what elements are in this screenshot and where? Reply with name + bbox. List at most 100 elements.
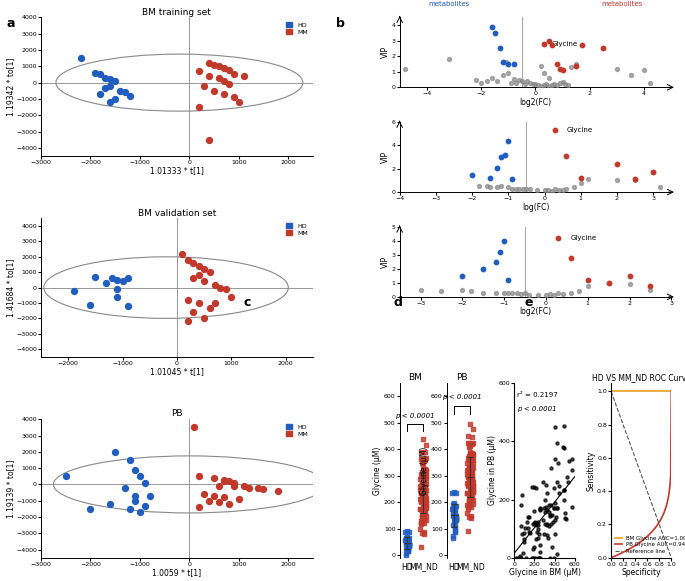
Point	[199, 277, 210, 286]
Point	[530, 518, 540, 527]
Point	[524, 527, 535, 536]
Point	[534, 540, 545, 550]
Point	[419, 501, 430, 510]
Point	[223, 499, 234, 508]
Point	[464, 451, 475, 461]
Point	[403, 539, 414, 548]
Point	[486, 22, 497, 31]
Point	[419, 507, 429, 516]
Point	[519, 528, 530, 537]
Point	[542, 520, 553, 529]
Point	[401, 535, 412, 544]
Point	[495, 44, 506, 53]
Point	[403, 547, 414, 556]
Text: c: c	[243, 296, 251, 309]
Point	[524, 290, 535, 299]
Point	[463, 438, 474, 447]
Point	[466, 465, 477, 474]
Point	[417, 480, 428, 489]
Point	[543, 185, 553, 195]
Point	[418, 502, 429, 511]
Point	[419, 467, 430, 476]
Point	[447, 489, 458, 498]
Point	[624, 279, 635, 289]
Point	[449, 511, 460, 521]
Point	[420, 502, 431, 511]
Point	[419, 496, 429, 505]
Point	[416, 454, 427, 464]
Point	[418, 479, 429, 489]
Title: PB: PB	[456, 374, 468, 382]
Point	[549, 503, 560, 512]
Point	[420, 470, 431, 479]
Point	[416, 486, 427, 495]
Point	[436, 286, 447, 296]
Point	[467, 488, 478, 497]
Point	[560, 508, 571, 518]
Point	[551, 59, 562, 69]
Point	[418, 466, 429, 475]
Point	[204, 303, 215, 312]
Point	[566, 465, 577, 475]
Point	[464, 497, 475, 506]
Point	[416, 458, 427, 468]
Point	[457, 285, 468, 295]
Point	[506, 175, 517, 184]
Point	[419, 485, 430, 494]
Point	[538, 530, 549, 539]
Point	[464, 469, 475, 478]
Point	[465, 454, 476, 463]
Y-axis label: 1.19342 * to[1]: 1.19342 * to[1]	[5, 58, 14, 116]
Point	[500, 58, 511, 67]
Point	[421, 454, 432, 463]
Point	[105, 81, 116, 91]
Point	[464, 447, 475, 456]
Point	[418, 463, 429, 472]
Point	[123, 274, 134, 283]
Point	[419, 494, 430, 503]
Point	[462, 472, 473, 481]
Point	[539, 519, 550, 529]
Point	[463, 481, 474, 490]
Point	[419, 499, 430, 508]
Point	[464, 467, 475, 476]
Point	[531, 520, 542, 529]
Point	[492, 183, 503, 192]
Point	[464, 476, 475, 485]
Point	[465, 419, 476, 428]
Point	[418, 493, 429, 503]
Point	[199, 490, 210, 499]
Point	[447, 511, 458, 521]
Point	[462, 454, 473, 463]
Point	[503, 59, 514, 69]
Point	[466, 468, 477, 477]
Point	[215, 283, 226, 292]
Legend: HD, MM: HD, MM	[284, 221, 310, 238]
Point	[474, 182, 485, 191]
Point	[490, 288, 501, 297]
Point	[120, 88, 131, 97]
Point	[416, 492, 427, 501]
Point	[560, 515, 571, 524]
Point	[548, 483, 559, 493]
Point	[208, 60, 219, 69]
Point	[110, 447, 121, 457]
Point	[415, 518, 426, 527]
Y-axis label: VIP: VIP	[381, 46, 390, 59]
Point	[90, 68, 101, 77]
Point	[540, 495, 551, 504]
Point	[540, 502, 551, 511]
Title: BM training set: BM training set	[142, 8, 212, 17]
Legend: BM Glycine AUC=1.00, PB Glycine AUC=0.94, Reference line: BM Glycine AUC=1.00, PB Glycine AUC=0.94…	[614, 535, 685, 555]
Point	[465, 476, 476, 485]
Point	[532, 528, 543, 537]
Point	[630, 175, 640, 184]
Point	[204, 268, 215, 277]
Point	[416, 520, 427, 529]
Point	[548, 518, 559, 527]
Point	[466, 449, 477, 458]
Point	[567, 503, 578, 512]
Point	[120, 483, 131, 492]
Point	[468, 425, 479, 434]
Point	[402, 534, 413, 543]
